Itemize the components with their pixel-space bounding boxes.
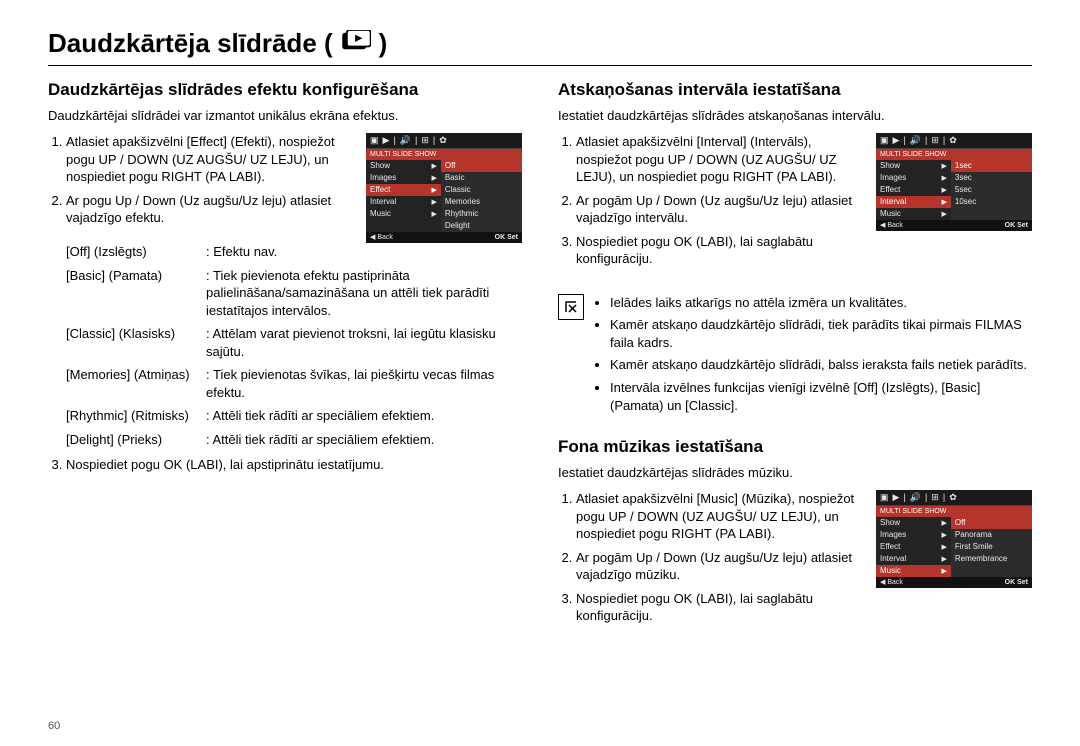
- lcd-left-item: Effect▶: [876, 184, 951, 196]
- lcd-bottombar: ◀ BackOK Set: [876, 577, 1032, 588]
- title-text-2: ): [379, 28, 388, 59]
- slideshow-icon: [341, 28, 371, 59]
- effects-steps: Atlasiet apakšizvēlni [Effect] (Efekti),…: [48, 133, 356, 233]
- page-number: 60: [48, 720, 60, 732]
- lcd-music: ▣▶|🔊|⊞|✿MULTI SLIDE SHOWShow▶Images▶Effe…: [876, 490, 1032, 588]
- eff-basic-l: [Basic] (Pamata): [66, 267, 206, 320]
- note-4: Intervāla izvēlnes funkcijas vienīgi izv…: [610, 379, 1032, 414]
- effects-table: [Off] (Izslēgts): Efektu nav. [Basic] (P…: [66, 243, 522, 448]
- lcd-right-item: Off: [441, 160, 522, 172]
- music-step-3: Nospiediet pogu OK (LABI), lai saglabātu…: [576, 590, 866, 625]
- lcd-right-item: 10sec: [951, 196, 1032, 208]
- left-column: Daudzkārtējas slīdrādes efektu konfigurē…: [48, 80, 522, 639]
- eff-classic-d: : Attēlam varat pievienot troksni, lai i…: [206, 325, 522, 360]
- lcd-right-item: Rhythmic: [441, 208, 522, 220]
- lcd-right-item: Classic: [441, 184, 522, 196]
- lcd-right-item: Off: [951, 517, 1032, 529]
- lcd-right-item: Memories: [441, 196, 522, 208]
- music-step-1: Atlasiet apakšizvēlni [Music] (Mūzika), …: [576, 490, 866, 543]
- music-intro: Iestatiet daudzkārtējas slīdrādes mūziku…: [558, 465, 1032, 480]
- lcd-left-item: Show▶: [876, 160, 951, 172]
- note-list: Ielādes laiks atkarīgs no attēla izmēra …: [594, 294, 1032, 419]
- note-block: Ielādes laiks atkarīgs no attēla izmēra …: [558, 294, 1032, 419]
- eff-rhy-l: [Rhythmic] (Ritmisks): [66, 407, 206, 425]
- lcd-left-item: Music▶: [876, 565, 951, 577]
- effects-step-1: Atlasiet apakšizvēlni [Effect] (Efekti),…: [66, 133, 356, 186]
- lcd-right-item: 1sec: [951, 160, 1032, 172]
- lcd-bottombar: ◀ BackOK Set: [366, 232, 522, 243]
- eff-mem-d: : Tiek pievienotas švīkas, lai piešķirtu…: [206, 366, 522, 401]
- lcd-left-item: Music▶: [366, 208, 441, 220]
- music-steps: Atlasiet apakšizvēlni [Music] (Mūzika), …: [558, 490, 866, 631]
- right-column: Atskaņošanas intervāla iestatīšana Iesta…: [558, 80, 1032, 639]
- lcd-right-item: Basic: [441, 172, 522, 184]
- lcd-left-item: Interval▶: [876, 553, 951, 565]
- lcd-topbar: ▣▶|🔊|⊞|✿: [366, 133, 522, 149]
- lcd-interval: ▣▶|🔊|⊞|✿MULTI SLIDE SHOWShow▶Images▶Effe…: [876, 133, 1032, 231]
- section-heading-effects: Daudzkārtējas slīdrādes efektu konfigurē…: [48, 80, 522, 100]
- lcd-right-item: 5sec: [951, 184, 1032, 196]
- lcd-left-item: Images▶: [366, 172, 441, 184]
- note-2: Kamēr atskaņo daudzkārtējo slīdrādi, tie…: [610, 316, 1032, 351]
- lcd-right-item: Delight: [441, 220, 522, 232]
- interval-steps: Atlasiet apakšizvēlni [Interval] (Interv…: [558, 133, 866, 274]
- lcd-effects: ▣▶|🔊|⊞|✿MULTI SLIDE SHOWShow▶Images▶Effe…: [366, 133, 522, 243]
- lcd-topbar: ▣▶|🔊|⊞|✿: [876, 490, 1032, 506]
- interval-step-3: Nospiediet pogu OK (LABI), lai saglabātu…: [576, 233, 866, 268]
- lcd-left-item: Music▶: [876, 208, 951, 220]
- lcd-left-item: Interval▶: [876, 196, 951, 208]
- lcd-topbar: ▣▶|🔊|⊞|✿: [876, 133, 1032, 149]
- lcd-left-item: Effect▶: [366, 184, 441, 196]
- lcd-right-item: First Smile: [951, 541, 1032, 553]
- music-step-2: Ar pogām Up / Down (Uz augšu/Uz leju) at…: [576, 549, 866, 584]
- eff-basic-d: : Tiek pievienota efektu pastiprināta pa…: [206, 267, 522, 320]
- note-3: Kamēr atskaņo daudzkārtējo slīdrādi, bal…: [610, 356, 1032, 374]
- lcd-left-item: Images▶: [876, 529, 951, 541]
- lcd-banner: MULTI SLIDE SHOW: [876, 506, 1032, 517]
- lcd-right-item: 3sec: [951, 172, 1032, 184]
- eff-del-l: [Delight] (Prieks): [66, 431, 206, 449]
- lcd-banner: MULTI SLIDE SHOW: [366, 149, 522, 160]
- effects-intro: Daudzkārtējai slīdrādei var izmantot uni…: [48, 108, 522, 123]
- interval-step-1: Atlasiet apakšizvēlni [Interval] (Interv…: [576, 133, 866, 186]
- lcd-right-item: Remembrance: [951, 553, 1032, 565]
- lcd-bottombar: ◀ BackOK Set: [876, 220, 1032, 231]
- eff-classic-l: [Classic] (Klasisks): [66, 325, 206, 360]
- lcd-left-item: Show▶: [366, 160, 441, 172]
- title-text-1: Daudzkārtēja slīdrāde (: [48, 28, 333, 59]
- eff-off-d: : Efektu nav.: [206, 243, 522, 261]
- eff-del-d: : Attēli tiek rādīti ar speciāliem efekt…: [206, 431, 522, 449]
- lcd-left-item: Images▶: [876, 172, 951, 184]
- effects-step-3: Nospiediet pogu OK (LABI), lai apstiprin…: [66, 456, 522, 474]
- note-1: Ielādes laiks atkarīgs no attēla izmēra …: [610, 294, 1032, 312]
- lcd-left-item: Show▶: [876, 517, 951, 529]
- effects-step-2: Ar pogu Up / Down (Uz augšu/Uz leju) atl…: [66, 192, 356, 227]
- lcd-banner: MULTI SLIDE SHOW: [876, 149, 1032, 160]
- section-heading-interval: Atskaņošanas intervāla iestatīšana: [558, 80, 1032, 100]
- lcd-right-item: Panorama: [951, 529, 1032, 541]
- page-title: Daudzkārtēja slīdrāde ( ): [48, 28, 1032, 66]
- lcd-left-item: Interval▶: [366, 196, 441, 208]
- eff-rhy-d: : Attēli tiek rādīti ar speciāliem efekt…: [206, 407, 522, 425]
- note-icon: [558, 294, 584, 320]
- interval-intro: Iestatiet daudzkārtējas slīdrādes atskaņ…: [558, 108, 1032, 123]
- effects-steps-cont: Nospiediet pogu OK (LABI), lai apstiprin…: [48, 456, 522, 474]
- lcd-left-item: Effect▶: [876, 541, 951, 553]
- interval-step-2: Ar pogām Up / Down (Uz augšu/Uz leju) at…: [576, 192, 866, 227]
- eff-off-l: [Off] (Izslēgts): [66, 243, 206, 261]
- eff-mem-l: [Memories] (Atmiņas): [66, 366, 206, 401]
- section-heading-music: Fona mūzikas iestatīšana: [558, 437, 1032, 457]
